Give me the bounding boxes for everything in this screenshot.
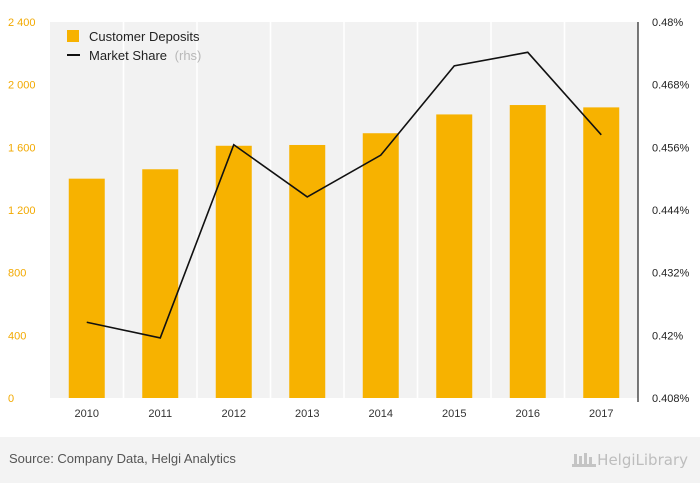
right-tick-label: 0.42% — [652, 330, 683, 342]
bars — [68, 105, 620, 399]
x-axis-ticks: 2010 2011 2012 2013 2014 2015 2016 2017 — [75, 408, 614, 420]
left-tick-label: 1 200 — [8, 205, 36, 217]
right-tick-label: 0.468% — [652, 80, 690, 92]
left-tick-label: 800 — [8, 268, 26, 280]
brand-logo[interactable]: HelgiLibrary — [571, 449, 688, 471]
bar-2014 — [362, 133, 399, 398]
bar-2012 — [215, 145, 252, 398]
bar-2016 — [509, 105, 546, 399]
bar-2013 — [289, 144, 326, 398]
legend-market-share-suffix: (rhs) — [175, 48, 202, 63]
left-axis-ticks: 0 400 800 1 200 1 600 2 000 2 400 — [8, 17, 36, 405]
left-tick-label: 2 000 — [8, 80, 36, 92]
right-tick-label: 0.408% — [652, 393, 690, 405]
bar-2010 — [68, 178, 105, 398]
x-tick-label: 2016 — [516, 408, 540, 420]
x-dividers — [122, 22, 566, 402]
legend-label-market-share: Market Share (rhs) — [89, 48, 201, 63]
bar-2011 — [142, 169, 179, 398]
plot-area — [50, 22, 638, 402]
x-tick-label: 2012 — [222, 408, 246, 420]
legend-swatch-deposits — [67, 30, 79, 42]
right-axis-ticks: 0.408% 0.42% 0.432% 0.444% 0.456% 0.468% 0.48% — [652, 17, 690, 405]
left-tick-label: 0 — [8, 393, 14, 405]
left-tick-label: 2 400 — [8, 17, 36, 29]
x-tick-label: 2013 — [295, 408, 319, 420]
legend: Customer Deposits Market Share (rhs) — [67, 29, 201, 63]
bar-2017 — [583, 107, 620, 398]
left-tick-label: 400 — [8, 330, 26, 342]
x-tick-label: 2014 — [369, 408, 393, 420]
right-tick-label: 0.432% — [652, 268, 690, 280]
market-share-line — [86, 51, 602, 339]
right-tick-label: 0.456% — [652, 142, 690, 154]
right-tick-label: 0.444% — [652, 205, 690, 217]
brand-name: HelgiLibrary — [597, 451, 688, 469]
source-note: Source: Company Data, Helgi Analytics — [9, 451, 236, 466]
legend-market-share-name: Market Share — [89, 48, 167, 63]
bar-2015 — [436, 114, 473, 398]
right-tick-label: 0.48% — [652, 17, 683, 29]
left-tick-label: 1 600 — [8, 142, 36, 154]
x-tick-label: 2011 — [148, 408, 172, 420]
library-logo-icon — [572, 453, 597, 467]
x-tick-label: 2010 — [75, 408, 99, 420]
footer: Source: Company Data, Helgi Analytics He… — [0, 437, 700, 483]
x-tick-label: 2017 — [589, 408, 613, 420]
x-tick-label: 2015 — [442, 408, 466, 420]
legend-label-deposits: Customer Deposits — [89, 29, 200, 44]
